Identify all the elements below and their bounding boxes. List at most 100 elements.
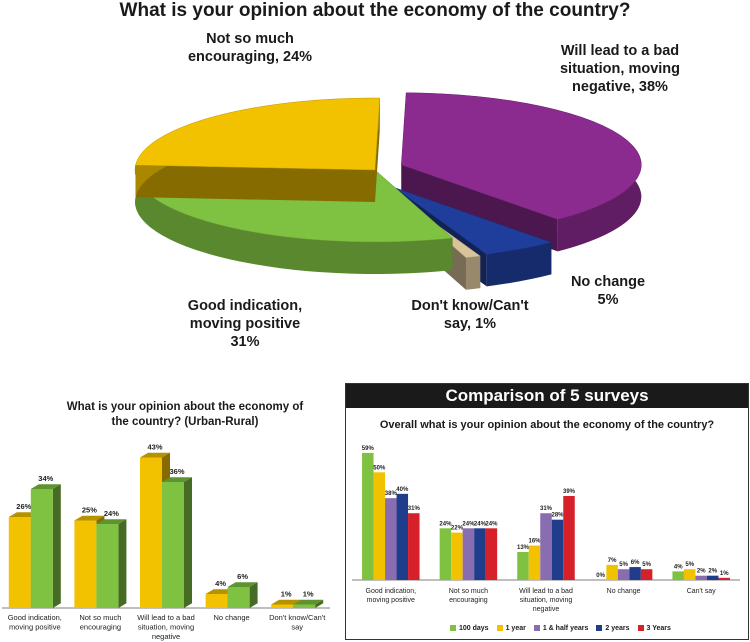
bar-value-label: 25% bbox=[82, 506, 97, 515]
category-label: No change bbox=[607, 588, 641, 595]
bar bbox=[706, 575, 719, 580]
bar-value-label: 26% bbox=[16, 502, 31, 511]
legend-item: 1 year bbox=[496, 624, 526, 632]
bar-value-label: 1% bbox=[303, 590, 314, 599]
bar-value-label: 1% bbox=[720, 571, 729, 577]
pie-slice bbox=[401, 92, 642, 252]
bar-value-label: 31% bbox=[408, 506, 421, 512]
pie-label-not-so-much: Not so much encouraging, 24% bbox=[187, 31, 313, 65]
bar-value-label: 1% bbox=[281, 590, 292, 599]
bar-top bbox=[293, 599, 324, 605]
bar bbox=[362, 452, 374, 580]
legend-label: 2 years bbox=[605, 624, 630, 632]
legend-item: 1 & half years bbox=[533, 624, 589, 632]
bar-value-label: 24% bbox=[485, 521, 498, 527]
bar-side bbox=[315, 599, 324, 608]
bar bbox=[205, 594, 228, 608]
bar-value-label: 38% bbox=[385, 491, 398, 497]
bar bbox=[8, 517, 31, 608]
bar-value-label: 59% bbox=[362, 446, 375, 452]
pie-label-good-indication: Good indication, moving positive 31% bbox=[187, 298, 303, 350]
category-label: situation, moving bbox=[138, 623, 194, 632]
legend-swatch bbox=[496, 625, 503, 631]
bar bbox=[718, 577, 730, 580]
pie-slice-top bbox=[394, 187, 553, 255]
bar bbox=[551, 519, 564, 580]
bar-side bbox=[52, 484, 61, 608]
pie-slice-rim bbox=[465, 256, 481, 290]
category-label: No change bbox=[213, 613, 249, 622]
bar-value-label: 39% bbox=[563, 489, 576, 495]
legend-label: 1 year bbox=[505, 624, 526, 632]
pie-chart-title: What is your opinion about the economy o… bbox=[119, 0, 631, 21]
bar bbox=[617, 569, 630, 580]
bar bbox=[408, 513, 420, 580]
comparison-panel bbox=[345, 383, 749, 640]
pie-slice-top bbox=[401, 92, 642, 220]
category-label: encouraging bbox=[449, 597, 488, 604]
bar-value-label: 34% bbox=[38, 474, 53, 483]
category-label: Will lead to a bad bbox=[519, 588, 573, 595]
category-label: say bbox=[291, 623, 303, 632]
bar bbox=[96, 524, 119, 608]
bar-value-label: 6% bbox=[631, 560, 640, 566]
bar-value-label: 6% bbox=[237, 572, 248, 581]
pie-slice-top bbox=[135, 97, 381, 171]
bar bbox=[683, 569, 696, 580]
bar bbox=[74, 520, 97, 608]
legend-item: 3 Years bbox=[637, 624, 671, 632]
bar bbox=[462, 528, 475, 580]
bar bbox=[30, 489, 53, 608]
bar-value-label: 24% bbox=[474, 521, 487, 527]
bar-value-label: 24% bbox=[439, 521, 452, 527]
comparison-legend: 100 days 1 year 1 & half years 2 years 3 Yea… bbox=[450, 622, 671, 634]
comparison-chart-title: Overall what is your opinion about the e… bbox=[379, 419, 715, 431]
category-label: Can't say bbox=[687, 588, 716, 595]
legend-swatch bbox=[450, 625, 456, 631]
bar bbox=[293, 604, 316, 608]
bar bbox=[672, 571, 684, 580]
comparison-bar-chart: 59% 50% 38%40% 31% Good indication, moving po… bbox=[352, 446, 740, 613]
category-label: Good indication, bbox=[8, 613, 62, 622]
legend-item: 2 years bbox=[596, 624, 630, 632]
pie-slice bbox=[135, 97, 381, 202]
bar-value-label: 5% bbox=[685, 562, 694, 568]
category-label: moving positive bbox=[367, 597, 415, 604]
category-label: Will lead to a bad bbox=[137, 613, 195, 622]
comparison-header: Comparison of 5 surveys bbox=[346, 384, 748, 408]
bar-side bbox=[184, 477, 192, 608]
legend-swatch bbox=[533, 625, 540, 631]
bar bbox=[396, 493, 409, 580]
legend-label: 1 & half years bbox=[542, 624, 589, 632]
category-label: Good indication, bbox=[366, 588, 417, 595]
bar bbox=[695, 575, 707, 580]
bar-top bbox=[96, 519, 127, 524]
bar-value-label: 7% bbox=[608, 558, 617, 564]
pie-slice-rim bbox=[486, 242, 552, 287]
legend-swatch bbox=[596, 625, 603, 631]
category-label: encouraging bbox=[80, 623, 121, 632]
bar-value-label: 36% bbox=[169, 467, 184, 476]
bar bbox=[271, 604, 294, 608]
bar-value-label: 28% bbox=[551, 513, 564, 519]
bar-value-label: 4% bbox=[674, 564, 683, 570]
bar-value-label: 22% bbox=[451, 526, 464, 532]
bar bbox=[517, 552, 529, 580]
legend-item: 100 days bbox=[450, 625, 489, 632]
pie-slice-side bbox=[135, 165, 375, 202]
category-label: Not so much bbox=[79, 613, 121, 622]
legend-swatch bbox=[637, 625, 644, 631]
bar-value-label: 16% bbox=[528, 539, 541, 545]
bar bbox=[540, 513, 552, 580]
category-label: Not so much bbox=[449, 588, 488, 595]
bar-side bbox=[118, 519, 127, 608]
bar bbox=[629, 567, 641, 580]
bar bbox=[485, 528, 498, 580]
category-label: situation, moving bbox=[520, 597, 573, 604]
bar-value-label: 4% bbox=[215, 579, 226, 588]
bar-top bbox=[140, 452, 170, 458]
bar bbox=[439, 528, 452, 580]
bar-value-label: 40% bbox=[396, 487, 409, 493]
legend-label: 3 Years bbox=[646, 624, 671, 632]
category-label: moving positive bbox=[9, 623, 61, 632]
